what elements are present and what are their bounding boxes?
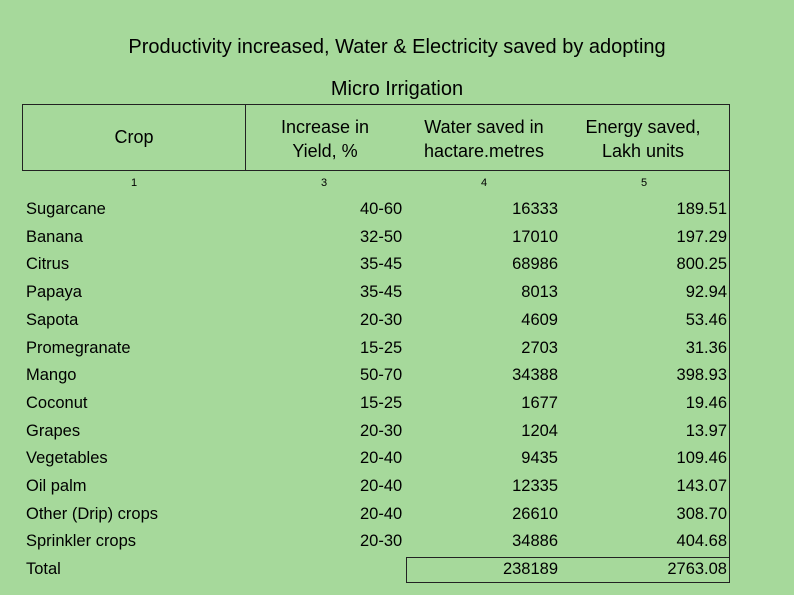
- cell-energy: 197.29: [676, 227, 727, 246]
- cell-water: 34388: [512, 366, 558, 385]
- cell-water: 34886: [512, 532, 558, 551]
- cell-energy: 404.68: [676, 532, 727, 551]
- cell-crop: Sprinkler crops: [26, 532, 137, 551]
- table-row: Promegranate 15-25 2703 31.36: [22, 335, 730, 362]
- cell-energy: 31.36: [685, 338, 727, 357]
- cell-crop: Papaya: [26, 283, 82, 302]
- table-row: Coconut 15-25 1677 19.46: [22, 390, 730, 417]
- table-row: Vegetables 20-40 9435 109.46: [22, 445, 730, 472]
- cell-crop: Promegranate: [26, 338, 131, 357]
- header-energy: Energy saved, Lakh units: [568, 115, 718, 163]
- header-crop: Crop: [114, 127, 154, 147]
- cell-energy: 800.25: [676, 255, 727, 274]
- cell-crop: Vegetables: [26, 449, 108, 468]
- cell-crop: Grapes: [26, 421, 81, 440]
- cell-energy: 19.46: [685, 393, 727, 412]
- cell-crop: Banana: [26, 227, 83, 246]
- cell-yield: 20-30: [360, 532, 403, 551]
- cell-crop: Mango: [26, 366, 77, 385]
- table-row: Oil palm 20-40 12335 143.07: [22, 473, 730, 500]
- cell-crop: Oil palm: [26, 477, 87, 495]
- table-row: Papaya 35-45 8013 92.94: [22, 279, 730, 306]
- cell-crop: Sugarcane: [26, 200, 106, 218]
- cell-yield: 20-40: [360, 504, 403, 523]
- cell-yield: 40-60: [360, 200, 403, 218]
- table-row: Sapota 20-30 4609 53.46: [22, 307, 730, 334]
- cell-yield: 20-30: [360, 310, 403, 329]
- table-row: Sugarcane 40-60 16333 189.51: [22, 196, 730, 223]
- cell-yield: 50-70: [360, 366, 403, 385]
- table-row: Citrus 35-45 68986 800.25: [22, 251, 730, 278]
- cell-yield: 32-50: [360, 227, 403, 246]
- column-number-crop: 1: [130, 177, 138, 189]
- total-row: Total 238189 2763.08: [22, 556, 730, 583]
- table-border-top: [22, 104, 730, 105]
- cell-water: 2703: [521, 338, 558, 357]
- cell-yield: 35-45: [360, 283, 403, 302]
- table-row: Grapes 20-30 1204 13.97: [22, 418, 730, 445]
- cell-energy: 92.94: [685, 283, 727, 302]
- cell-yield: 35-45: [360, 255, 403, 274]
- cell-crop: Sapota: [26, 310, 79, 329]
- header-water: Water saved in hactare.metres: [404, 115, 564, 163]
- cell-water: 12335: [512, 477, 558, 495]
- header-water-line1: Water saved in: [424, 117, 544, 137]
- table-row: Banana 32-50 17010 197.29: [22, 224, 730, 251]
- table-border-left: [22, 104, 23, 171]
- column-number-energy: 5: [640, 177, 648, 189]
- total-row-top-line: [406, 557, 730, 558]
- cell-water: 26610: [512, 504, 558, 523]
- header-yield-line1: Increase in: [280, 117, 370, 137]
- cell-yield: 20-40: [360, 477, 403, 495]
- cell-water: 17010: [512, 227, 558, 246]
- total-energy: 2763.08: [667, 560, 727, 578]
- cell-water: 9435: [521, 449, 558, 468]
- table-border-bottom: [406, 582, 730, 583]
- header-energy-line2: Lakh units: [601, 141, 685, 161]
- header-yield: Increase in Yield, %: [254, 115, 396, 163]
- column-divider-water-total: [406, 557, 407, 583]
- cell-yield: 20-40: [360, 449, 403, 468]
- cell-crop: Coconut: [26, 393, 88, 412]
- cell-yield: 20-30: [360, 421, 403, 440]
- cell-water: 4609: [521, 310, 558, 329]
- slide-title-line2: Micro Irrigation: [330, 78, 464, 100]
- header-yield-line2: Yield, %: [292, 141, 358, 161]
- column-number-yield: 3: [320, 177, 328, 189]
- slide-title-line1: Productivity increased, Water & Electric…: [128, 36, 666, 58]
- cell-water: 8013: [521, 283, 558, 302]
- table-row: Sprinkler crops 20-30 34886 404.68: [22, 528, 730, 555]
- cell-yield: 15-25: [360, 338, 403, 357]
- cell-water: 16333: [512, 200, 558, 218]
- cell-energy: 143.07: [676, 477, 727, 495]
- cell-energy: 13.97: [685, 421, 727, 440]
- table-border-right: [729, 104, 730, 583]
- cell-water: 68986: [512, 255, 558, 274]
- header-energy-line1: Energy saved,: [585, 117, 701, 137]
- cell-crop: Other (Drip) crops: [26, 504, 159, 523]
- table-row: Mango 50-70 34388 398.93: [22, 362, 730, 389]
- total-label: Total: [26, 560, 61, 578]
- column-divider-yield: [245, 104, 246, 171]
- crop-savings-table: Crop Increase in Yield, % Water saved in…: [22, 104, 730, 583]
- cell-energy: 398.93: [676, 366, 727, 385]
- column-number-water: 4: [480, 177, 488, 189]
- cell-water: 1204: [521, 421, 558, 440]
- table-row: Other (Drip) crops 20-40 26610 308.70: [22, 501, 730, 528]
- cell-energy: 53.46: [685, 310, 727, 329]
- header-bottom-line: [22, 170, 730, 171]
- cell-yield: 15-25: [360, 393, 403, 412]
- cell-water: 1677: [521, 393, 558, 412]
- header-water-line2: hactare.metres: [423, 141, 545, 161]
- total-water: 238189: [502, 560, 558, 578]
- cell-energy: 308.70: [676, 504, 727, 523]
- cell-energy: 109.46: [676, 449, 727, 468]
- cell-energy: 189.51: [676, 200, 727, 218]
- cell-crop: Citrus: [26, 255, 70, 274]
